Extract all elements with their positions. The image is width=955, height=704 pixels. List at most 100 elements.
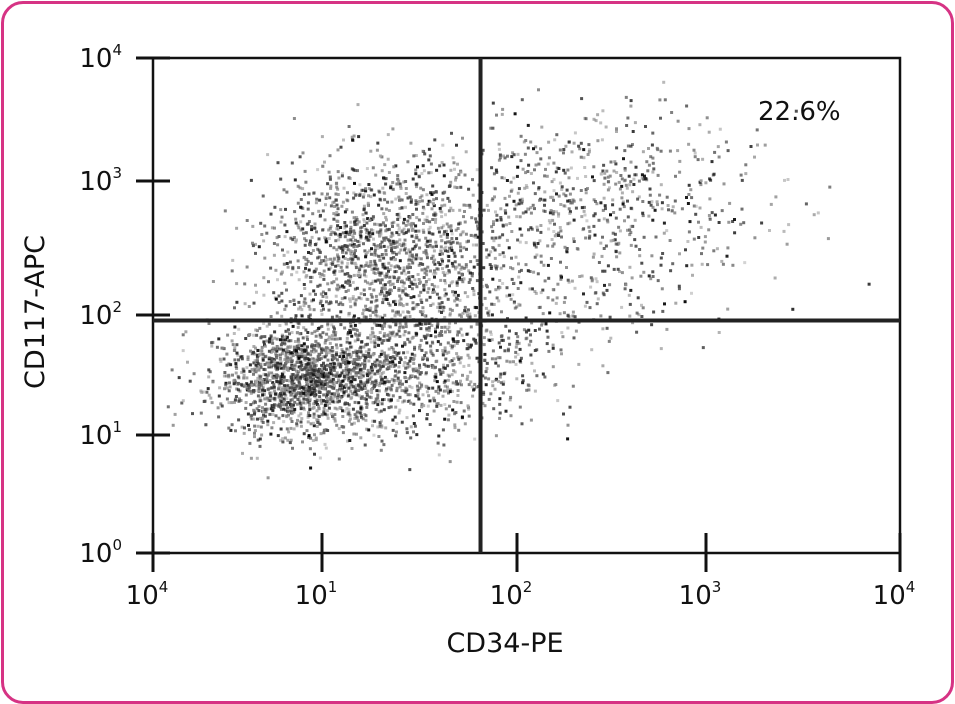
event-dot — [380, 339, 384, 343]
event-dot — [304, 266, 307, 270]
event-dot — [308, 367, 312, 371]
event-dot — [246, 383, 250, 387]
event-dot — [369, 293, 373, 297]
event-dot — [347, 378, 351, 382]
event-dot — [426, 203, 430, 206]
event-dot — [372, 193, 376, 197]
event-dot — [651, 218, 655, 222]
event-dot — [347, 360, 351, 364]
event-dot — [404, 180, 408, 183]
event-dot — [488, 338, 492, 342]
event-dot — [401, 400, 405, 404]
event-dot — [334, 353, 338, 357]
event-dot — [411, 301, 415, 305]
event-dot — [345, 356, 349, 360]
event-dot — [269, 391, 273, 395]
event-dot — [462, 246, 466, 250]
event-dot — [364, 263, 368, 267]
event-dot — [495, 218, 499, 222]
event-dot — [416, 394, 420, 398]
event-dot — [338, 337, 342, 341]
event-dot — [415, 285, 419, 289]
event-dot — [326, 429, 330, 432]
event-dot — [594, 291, 598, 295]
event-dot — [559, 277, 563, 281]
event-dot — [459, 170, 463, 174]
event-dot — [336, 224, 340, 228]
event-dot — [305, 363, 309, 366]
event-dot — [583, 213, 587, 217]
event-dot — [337, 394, 341, 398]
event-dot — [258, 399, 262, 403]
event-dot — [328, 401, 332, 405]
event-dot — [450, 246, 453, 250]
event-dot — [518, 405, 522, 409]
event-dot — [248, 369, 252, 373]
event-dot — [718, 127, 722, 131]
event-dot — [346, 248, 350, 252]
event-dot — [502, 154, 505, 158]
event-dot — [673, 211, 677, 215]
event-dot — [221, 346, 225, 350]
event-dot — [658, 193, 662, 197]
event-dot — [335, 407, 339, 411]
event-dot — [325, 403, 329, 407]
event-dot — [294, 314, 298, 318]
event-dot — [382, 334, 386, 338]
event-dot — [549, 209, 553, 213]
event-dot — [258, 382, 262, 386]
event-dot — [286, 250, 290, 254]
event-dot — [461, 136, 464, 140]
event-dot — [543, 375, 547, 379]
event-dot — [310, 235, 314, 239]
event-dot — [245, 376, 249, 380]
event-dot — [210, 344, 214, 348]
event-dot — [555, 192, 558, 196]
event-dot — [329, 233, 333, 237]
event-dot — [517, 341, 521, 345]
event-dot — [397, 195, 401, 199]
event-dot — [449, 224, 453, 228]
event-dot — [497, 243, 501, 247]
event-dot — [345, 336, 349, 340]
event-dot — [317, 255, 321, 259]
event-dot — [399, 324, 403, 328]
event-dot — [292, 348, 296, 352]
event-dot — [566, 199, 570, 203]
event-dot — [362, 193, 366, 197]
event-dot — [348, 297, 351, 301]
event-dot — [333, 419, 337, 423]
event-dot — [378, 360, 382, 364]
event-dot — [263, 363, 267, 366]
event-dot — [409, 436, 413, 440]
event-dot — [403, 248, 407, 252]
event-dot — [304, 390, 307, 393]
event-dot — [554, 170, 558, 174]
event-dot — [617, 180, 621, 184]
event-dot — [335, 390, 339, 394]
event-dot — [690, 263, 694, 267]
event-dot — [378, 245, 382, 249]
event-dot — [446, 378, 450, 382]
event-dot — [740, 207, 744, 211]
event-dot — [501, 107, 505, 111]
event-dot — [509, 266, 512, 270]
event-dot — [769, 202, 773, 206]
event-dot — [261, 406, 264, 410]
event-dot — [289, 366, 293, 370]
event-dot — [240, 384, 244, 388]
event-dot — [526, 146, 530, 150]
event-dot — [560, 352, 563, 356]
event-dot — [314, 438, 318, 442]
event-dot — [603, 283, 606, 287]
event-dot — [307, 382, 311, 385]
event-dot — [467, 363, 471, 367]
event-dot — [424, 335, 428, 339]
event-dot — [381, 301, 385, 305]
event-dot — [356, 239, 360, 243]
event-dot — [398, 321, 402, 325]
event-dot — [359, 415, 363, 419]
event-dot — [275, 356, 278, 360]
event-dot — [393, 357, 397, 361]
